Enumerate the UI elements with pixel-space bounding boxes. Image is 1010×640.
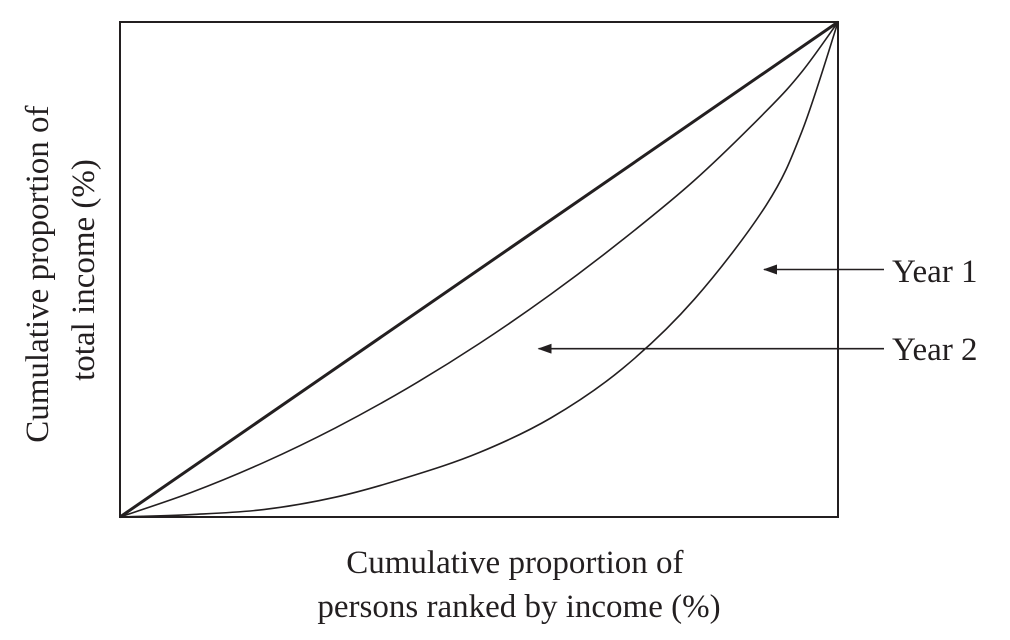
year-2-curve	[119, 21, 839, 518]
y-axis-label-line-2: total income (%)	[66, 159, 102, 381]
year-1-curve	[119, 21, 839, 518]
annotation-label-2: Year 2	[892, 332, 978, 368]
x-axis-label: Cumulative proportion of persons ranked …	[317, 545, 720, 625]
y-axis-label-line-1: Cumulative proportion of	[20, 105, 56, 442]
x-axis-label-line-1: Cumulative proportion of	[346, 545, 683, 581]
y-axis-label: Cumulative proportion of total income (%…	[20, 97, 102, 443]
equality-line	[119, 20, 839, 519]
annotation-label-1: Year 1	[892, 254, 978, 290]
x-axis-label-line-2: persons ranked by income (%)	[317, 589, 720, 625]
annotation-layer: Year 1 Year 2	[537, 254, 978, 368]
series-layer	[119, 20, 839, 519]
